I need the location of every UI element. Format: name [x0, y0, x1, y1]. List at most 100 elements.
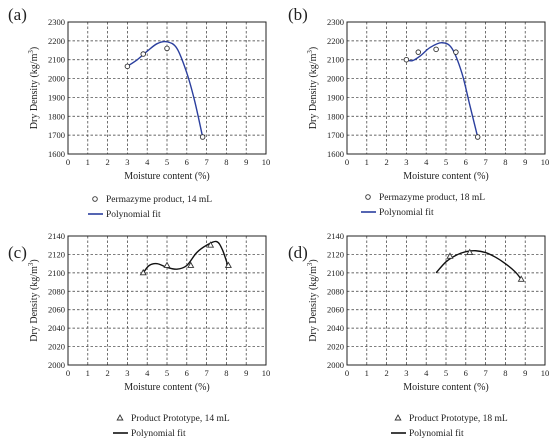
y-axis-title-sup: 3 [306, 262, 314, 266]
y-axis-title-tail: ) [308, 259, 319, 262]
data-point [224, 261, 232, 268]
x-tick-label: 6 [185, 368, 189, 378]
chart-panel-2: (b) 0 1 2 3 4 5 6 7 8 9 10 1600 1700 1800 1900 2000 2100 2… [288, 5, 549, 218]
data-point [415, 49, 422, 55]
plot-frame [346, 235, 546, 366]
y-tick-label: 2300 [327, 17, 344, 27]
data-point [140, 51, 146, 57]
panel-label: (b) [288, 5, 308, 24]
y-tick-label: 2100 [327, 268, 344, 278]
x-tick-label: 4 [145, 157, 150, 167]
x-tick-label: 7 [483, 157, 487, 167]
x-tick-label: 6 [464, 368, 468, 378]
x-tick-label: 8 [224, 157, 228, 167]
x-tick-label: 6 [464, 157, 468, 167]
x-tick-label: 9 [244, 157, 248, 167]
y-tick-label: 2080 [48, 286, 65, 296]
x-tick-label: 2 [105, 157, 109, 167]
x-tick-label: 0 [345, 368, 349, 378]
y-tick-label: 2040 [48, 323, 65, 333]
y-axis-title-sup: 3 [27, 50, 35, 54]
x-tick-label: 0 [66, 157, 70, 167]
legend-marker [92, 196, 98, 202]
y-tick-label: 2100 [48, 268, 65, 278]
x-tick-label: 0 [345, 157, 349, 167]
y-tick-label: 2100 [48, 55, 65, 65]
x-tick-label: 1 [365, 368, 369, 378]
legend-label-points: Permazyme product, 14 mL [106, 195, 212, 205]
x-tick-label: 8 [503, 157, 507, 167]
y-tick-label: 2040 [327, 323, 344, 333]
data-point [474, 134, 481, 140]
y-axis-title: Dry Density (kg/m3) [27, 259, 40, 341]
y-tick-label: 1800 [327, 111, 344, 121]
y-axis-title-tail: ) [29, 259, 40, 262]
x-tick-label: 0 [66, 368, 70, 378]
panel-label: (a) [8, 5, 27, 24]
x-tick-label: 8 [224, 368, 228, 378]
y-tick-label: 2120 [48, 249, 65, 259]
x-tick-label: 10 [541, 157, 550, 167]
legend-label-points: Product Prototype, 18 mL [409, 414, 508, 424]
legend-marker [116, 414, 124, 421]
y-tick-label: 2200 [48, 36, 65, 46]
legend-label-fit: Polynomial fit [409, 428, 464, 439]
x-tick-label: 10 [541, 368, 550, 378]
x-tick-label: 9 [523, 368, 527, 378]
x-axis-title: Moisture content (%) [124, 171, 210, 182]
x-tick-label: 7 [204, 368, 208, 378]
y-axis-title-tail: ) [29, 47, 40, 50]
y-tick-label: 2020 [48, 342, 65, 352]
y-tick-label: 2300 [48, 17, 65, 27]
x-tick-label: 9 [523, 157, 527, 167]
y-axis-title-main: Dry Density (kg/m [29, 53, 40, 129]
x-tick-label: 10 [262, 368, 271, 378]
y-tick-label: 2000 [327, 360, 344, 370]
data-point [433, 46, 439, 53]
data-point [187, 261, 195, 268]
y-tick-label: 2060 [327, 305, 344, 315]
x-tick-label: 5 [444, 157, 448, 167]
x-tick-label: 1 [86, 157, 90, 167]
data-point [124, 63, 131, 70]
y-tick-label: 2000 [327, 74, 344, 84]
y-tick-label: 1700 [48, 130, 65, 140]
x-tick-label: 2 [384, 157, 388, 167]
fit-curve [127, 40, 204, 138]
data-point [403, 56, 410, 63]
fit-curve [406, 42, 479, 138]
chart-panel-3: (c) 0 1 2 3 4 5 6 7 8 9 10 2000 2020 2040 2060 2080 2100 2… [8, 231, 270, 439]
y-tick-label: 2000 [48, 360, 65, 370]
y-tick-label: 1800 [48, 111, 65, 121]
y-axis-title: Dry Density (kg/m3) [306, 47, 319, 129]
y-tick-label: 2140 [327, 231, 344, 241]
y-axis-title-sup: 3 [306, 50, 314, 54]
y-axis-title-tail: ) [308, 47, 319, 50]
legend-label-points: Product Prototype, 14 mL [131, 414, 230, 424]
x-tick-label: 1 [86, 368, 90, 378]
y-axis-title-sup: 3 [27, 262, 35, 266]
x-tick-label: 7 [483, 368, 487, 378]
x-axis-title: Moisture content (%) [403, 382, 489, 393]
plot-frame [67, 235, 267, 366]
x-tick-label: 4 [145, 368, 150, 378]
y-tick-label: 2060 [48, 305, 65, 315]
legend-marker [365, 194, 371, 200]
x-tick-label: 2 [384, 368, 388, 378]
y-tick-label: 2140 [48, 231, 65, 241]
x-tick-label: 3 [125, 368, 129, 378]
chart-panel-1: (a) 0 1 2 3 4 5 6 7 8 9 10 1600 1700 1800 1900 2000 2100 2… [8, 5, 270, 220]
data-point [206, 241, 215, 248]
legend-label-fit: Polynomial fit [379, 207, 434, 218]
y-axis-title: Dry Density (kg/m3) [306, 259, 319, 341]
y-axis-title: Dry Density (kg/m3) [27, 47, 40, 129]
x-tick-label: 8 [503, 368, 507, 378]
y-tick-label: 2200 [327, 36, 344, 46]
data-point [139, 268, 147, 276]
x-tick-label: 1 [365, 157, 369, 167]
fit-curve [142, 240, 230, 274]
x-axis-title: Moisture content (%) [124, 382, 210, 393]
x-tick-label: 2 [105, 368, 109, 378]
data-point [164, 45, 170, 52]
